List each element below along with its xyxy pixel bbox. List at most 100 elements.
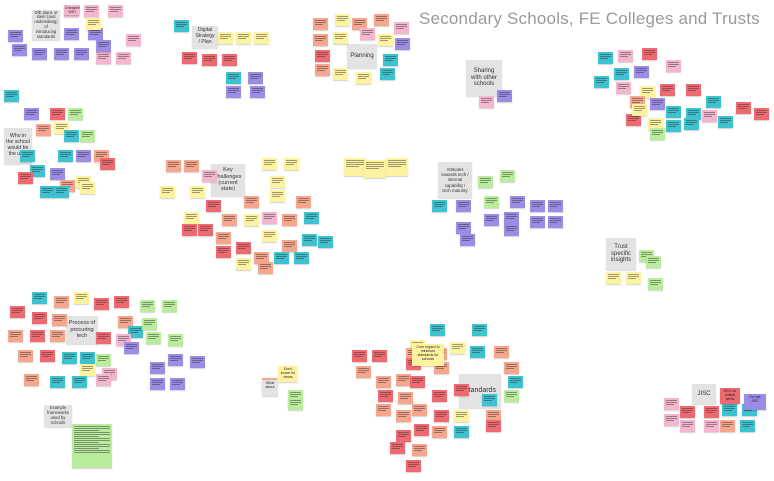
sticky-note[interactable] bbox=[594, 76, 609, 88]
sticky-note[interactable] bbox=[32, 292, 47, 304]
sticky-note[interactable] bbox=[86, 18, 101, 30]
sticky-note[interactable] bbox=[414, 424, 429, 436]
sticky-note[interactable] bbox=[396, 430, 411, 442]
sticky-note[interactable] bbox=[146, 332, 161, 344]
sticky-note[interactable] bbox=[626, 114, 641, 126]
sticky-note[interactable]: Core regard to minimum standards for sch… bbox=[412, 344, 444, 366]
sticky-note[interactable] bbox=[236, 242, 251, 254]
sticky-note[interactable] bbox=[394, 22, 409, 34]
label-digital[interactable]: Digital Strategy / Plan bbox=[192, 26, 218, 48]
sticky-note[interactable] bbox=[184, 212, 199, 224]
sticky-note[interactable] bbox=[680, 420, 695, 432]
sticky-note[interactable] bbox=[664, 398, 679, 410]
sticky-note[interactable] bbox=[32, 312, 47, 324]
sticky-note[interactable] bbox=[378, 34, 393, 46]
sticky-note[interactable] bbox=[454, 426, 469, 438]
sticky-note[interactable] bbox=[432, 390, 447, 402]
sticky-note[interactable] bbox=[262, 230, 277, 242]
sticky-note[interactable] bbox=[8, 330, 23, 342]
sticky-note[interactable] bbox=[386, 158, 408, 176]
sticky-note[interactable] bbox=[364, 160, 386, 178]
sticky-note[interactable] bbox=[184, 160, 199, 172]
sticky-note[interactable] bbox=[114, 296, 129, 308]
label-process[interactable]: Process of procuring tech bbox=[66, 316, 98, 344]
sticky-note[interactable] bbox=[126, 34, 141, 46]
label-trust[interactable]: Trust specific insights bbox=[606, 238, 636, 270]
sticky-note[interactable] bbox=[500, 170, 515, 182]
sticky-note[interactable] bbox=[12, 44, 27, 56]
sticky-note[interactable] bbox=[632, 104, 647, 116]
sticky-note[interactable] bbox=[74, 292, 89, 304]
sticky-note[interactable] bbox=[270, 176, 285, 188]
sticky-note[interactable] bbox=[450, 342, 465, 354]
sticky-note[interactable] bbox=[10, 306, 25, 318]
sticky-note[interactable] bbox=[226, 72, 241, 84]
sticky-note[interactable] bbox=[412, 404, 427, 416]
sticky-note[interactable] bbox=[284, 158, 299, 170]
sticky-note[interactable] bbox=[30, 330, 45, 342]
sticky-note[interactable] bbox=[484, 196, 499, 208]
sticky-note[interactable] bbox=[650, 128, 665, 140]
sticky-note[interactable] bbox=[374, 14, 389, 26]
sticky-note[interactable] bbox=[410, 376, 425, 388]
sticky-note[interactable] bbox=[504, 390, 519, 402]
sticky-note[interactable] bbox=[456, 222, 471, 234]
sticky-note[interactable] bbox=[222, 214, 237, 226]
sticky-note[interactable] bbox=[58, 150, 73, 162]
sticky-note[interactable] bbox=[216, 246, 231, 258]
sticky-note[interactable] bbox=[508, 376, 523, 388]
sticky-note[interactable] bbox=[302, 234, 317, 246]
sticky-note[interactable] bbox=[704, 406, 719, 418]
sticky-note[interactable] bbox=[226, 86, 241, 98]
sticky-note[interactable] bbox=[754, 108, 769, 120]
sticky-note[interactable] bbox=[454, 410, 469, 422]
sticky-note[interactable] bbox=[666, 60, 681, 72]
sticky-note[interactable] bbox=[262, 158, 277, 170]
sticky-note[interactable] bbox=[84, 5, 99, 17]
sticky-note[interactable] bbox=[497, 90, 512, 102]
sticky-note[interactable] bbox=[182, 224, 197, 236]
sticky-note[interactable] bbox=[80, 352, 95, 364]
sticky-note[interactable] bbox=[356, 366, 371, 378]
sticky-note[interactable] bbox=[54, 186, 69, 198]
sticky-note[interactable] bbox=[30, 165, 45, 177]
sticky-note[interactable] bbox=[96, 354, 111, 366]
sticky-note[interactable] bbox=[96, 40, 111, 52]
sticky-note[interactable] bbox=[94, 298, 109, 310]
sticky-note[interactable] bbox=[50, 108, 65, 120]
sticky-note[interactable] bbox=[140, 300, 155, 312]
sticky-note[interactable]: JISC for critical items bbox=[720, 388, 740, 404]
sticky-note[interactable] bbox=[216, 232, 231, 244]
sticky-note[interactable] bbox=[150, 362, 165, 374]
sticky-note[interactable] bbox=[504, 362, 519, 374]
sticky-note[interactable] bbox=[720, 420, 735, 432]
sticky-note[interactable] bbox=[648, 118, 663, 130]
sticky-note[interactable] bbox=[244, 214, 259, 226]
sticky-note[interactable] bbox=[376, 404, 391, 416]
sticky-note[interactable] bbox=[270, 190, 285, 202]
sticky-note[interactable] bbox=[486, 420, 501, 432]
sticky-note[interactable] bbox=[376, 376, 391, 388]
sticky-note[interactable] bbox=[704, 420, 719, 432]
sticky-note[interactable] bbox=[40, 350, 55, 362]
sticky-note[interactable] bbox=[686, 84, 701, 96]
sticky-note[interactable] bbox=[74, 48, 89, 60]
sticky-note[interactable] bbox=[80, 130, 95, 142]
sticky-note[interactable] bbox=[54, 296, 69, 308]
sticky-note[interactable] bbox=[36, 124, 51, 136]
sticky-note[interactable] bbox=[160, 186, 175, 198]
sticky-note[interactable] bbox=[333, 32, 348, 44]
sticky-note[interactable] bbox=[722, 404, 737, 416]
sticky-note[interactable] bbox=[504, 224, 519, 236]
sticky-note[interactable] bbox=[96, 374, 111, 386]
sticky-note[interactable] bbox=[174, 20, 189, 32]
sticky-note[interactable] bbox=[618, 50, 633, 62]
sticky-note[interactable] bbox=[88, 28, 103, 40]
sticky-note[interactable] bbox=[162, 300, 177, 312]
sticky-note[interactable] bbox=[100, 158, 115, 170]
sticky-note[interactable] bbox=[166, 160, 181, 172]
sticky-note[interactable] bbox=[150, 378, 165, 390]
sticky-note[interactable] bbox=[456, 200, 471, 212]
sticky-note[interactable] bbox=[718, 116, 733, 128]
sticky-note[interactable] bbox=[96, 52, 111, 64]
